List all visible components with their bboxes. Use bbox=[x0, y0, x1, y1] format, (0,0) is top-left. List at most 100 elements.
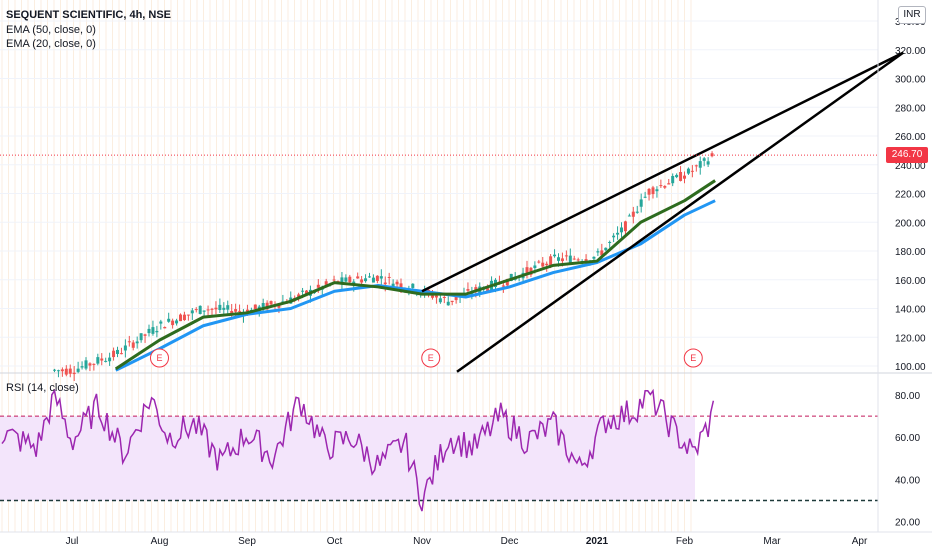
candle-body bbox=[564, 255, 568, 257]
x-tick-label: Nov bbox=[413, 536, 431, 547]
candle-body bbox=[116, 349, 119, 354]
candle-body bbox=[127, 341, 131, 343]
candle-body bbox=[710, 153, 714, 157]
candle-body bbox=[694, 165, 698, 167]
candle-body bbox=[537, 261, 541, 263]
candle-body bbox=[301, 290, 305, 292]
candle-body bbox=[600, 250, 604, 256]
candle-body bbox=[64, 368, 68, 375]
candle-body bbox=[631, 211, 635, 217]
y-tick-label: 100.00 bbox=[895, 362, 926, 373]
y-tick-label: 240.00 bbox=[895, 161, 926, 172]
candle-body bbox=[139, 333, 143, 341]
candle-body bbox=[612, 235, 616, 238]
trendline-2 bbox=[456, 51, 904, 373]
x-tick-label: Oct bbox=[327, 536, 343, 547]
candle-body bbox=[584, 259, 588, 262]
candle-body bbox=[100, 358, 104, 361]
candle-body bbox=[234, 309, 238, 312]
candle-body bbox=[96, 357, 100, 364]
candle-body bbox=[399, 283, 403, 288]
candle-body bbox=[509, 273, 513, 282]
rsi-legend: RSI (14, close) bbox=[6, 382, 79, 394]
candle-body bbox=[706, 161, 710, 165]
ema20-legend: EMA (20, close, 0) bbox=[6, 38, 96, 50]
y-tick-label: 140.00 bbox=[895, 305, 926, 316]
y-tick-label: 320.00 bbox=[895, 46, 926, 57]
rsi-line bbox=[1, 388, 715, 512]
candle-body bbox=[269, 301, 273, 305]
candle-body bbox=[53, 369, 56, 371]
candle-body bbox=[253, 304, 257, 310]
candle-body bbox=[92, 363, 96, 365]
candle-body bbox=[663, 185, 667, 188]
currency-badge[interactable]: INR bbox=[898, 6, 926, 24]
candle-body bbox=[411, 283, 415, 288]
candle-body bbox=[155, 330, 159, 333]
earnings-marker bbox=[683, 348, 703, 368]
candle-body bbox=[541, 262, 545, 267]
candle-body bbox=[151, 327, 155, 334]
candle-body bbox=[202, 310, 206, 312]
candle-body bbox=[671, 175, 675, 184]
earnings-marker-label: E bbox=[428, 353, 434, 363]
candle-body bbox=[194, 309, 198, 311]
candle-body bbox=[360, 279, 364, 283]
earnings-marker-label: E bbox=[690, 353, 696, 363]
candle-body bbox=[635, 211, 639, 213]
candle-body bbox=[596, 251, 600, 253]
candle-body bbox=[698, 161, 702, 168]
candle-body bbox=[391, 283, 395, 287]
candle-body bbox=[76, 368, 80, 372]
candle-body bbox=[683, 175, 686, 179]
candle-body bbox=[505, 278, 509, 286]
candle-body bbox=[686, 168, 690, 174]
candle-body bbox=[56, 370, 60, 372]
candle-body bbox=[383, 282, 387, 285]
x-tick-label: 2021 bbox=[586, 536, 609, 547]
candle-body bbox=[395, 281, 399, 285]
candle-body bbox=[470, 293, 474, 295]
candle-body bbox=[186, 314, 190, 316]
candle-body bbox=[108, 357, 112, 362]
ema20-line bbox=[114, 179, 716, 371]
candle-body bbox=[679, 171, 683, 181]
candle-body bbox=[277, 304, 281, 308]
candle-body bbox=[627, 215, 631, 217]
y-tick-label: 200.00 bbox=[895, 218, 926, 229]
candle-body bbox=[379, 276, 383, 279]
candle-body bbox=[222, 307, 226, 310]
candle-body bbox=[454, 296, 458, 301]
candle-body bbox=[431, 295, 434, 298]
candle-body bbox=[576, 259, 580, 261]
ema50-legend: EMA (50, close, 0) bbox=[6, 24, 96, 36]
candle-body bbox=[179, 314, 182, 322]
y-tick-label: 300.00 bbox=[895, 75, 926, 86]
candle-body bbox=[72, 372, 76, 375]
earnings-marker bbox=[421, 348, 441, 368]
candle-body bbox=[643, 196, 647, 198]
y-tick-label: 280.00 bbox=[895, 103, 926, 114]
candle-body bbox=[438, 298, 442, 303]
candle-body bbox=[592, 256, 596, 259]
candle-body bbox=[182, 314, 186, 321]
candle-body bbox=[639, 199, 643, 207]
candle-body bbox=[340, 277, 344, 283]
candle-body bbox=[364, 278, 368, 282]
rsi-y-tick-label: 20.00 bbox=[895, 518, 920, 529]
rsi-y-tick-label: 80.00 bbox=[895, 391, 920, 402]
candle-body bbox=[171, 320, 175, 326]
candle-body bbox=[667, 183, 671, 185]
candle-body bbox=[486, 288, 490, 292]
candle-body bbox=[88, 363, 92, 366]
y-tick-label: 120.00 bbox=[895, 333, 926, 344]
candle-body bbox=[190, 310, 194, 314]
earnings-marker bbox=[150, 348, 169, 368]
candle-body bbox=[553, 254, 557, 257]
candle-body bbox=[297, 294, 301, 297]
candle-body bbox=[261, 303, 265, 310]
x-tick-label: Aug bbox=[151, 536, 169, 547]
candle-body bbox=[387, 276, 391, 278]
candle-body bbox=[167, 318, 171, 322]
